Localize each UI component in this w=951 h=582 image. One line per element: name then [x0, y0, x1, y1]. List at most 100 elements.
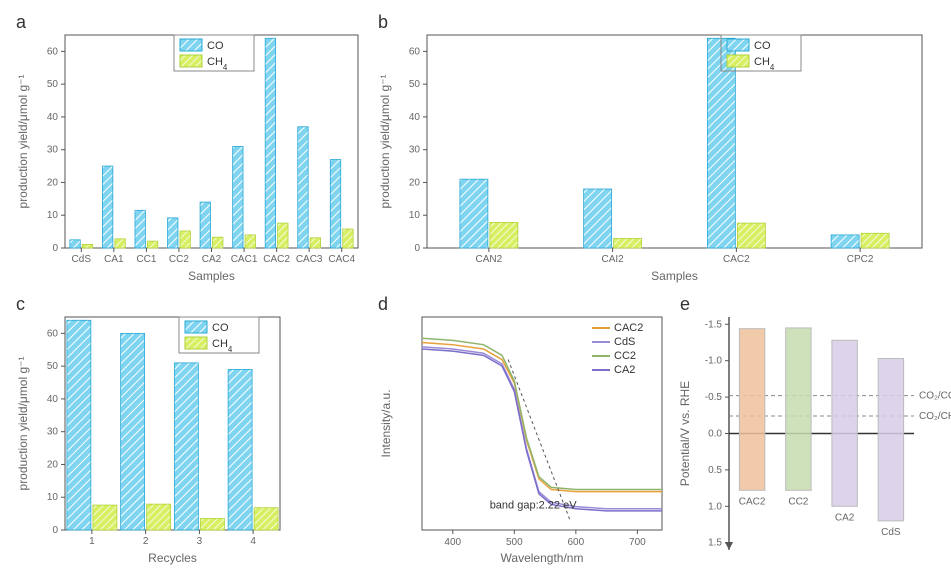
- svg-text:Potential/V vs. RHE: Potential/V vs. RHE: [678, 381, 692, 486]
- band-CA2: [832, 340, 857, 506]
- svg-text:40: 40: [409, 112, 421, 123]
- bar-ch4: [147, 241, 157, 248]
- svg-text:CAC1: CAC1: [231, 254, 258, 265]
- svg-text:20: 20: [47, 177, 59, 188]
- svg-text:CC2: CC2: [169, 254, 189, 265]
- bar-ch4: [490, 222, 518, 248]
- svg-text:20: 20: [409, 177, 421, 188]
- svg-text:CO₂/CH₄: CO₂/CH₄: [919, 411, 951, 422]
- svg-text:CdS: CdS: [72, 254, 92, 265]
- panel-b: 0 10 20 30 40 50 60 production yield/μmol g⁻¹ CA…: [372, 10, 951, 290]
- bar-ch4: [245, 235, 255, 248]
- svg-text:CdS: CdS: [614, 336, 635, 348]
- svg-text:CAC4: CAC4: [328, 254, 355, 265]
- svg-text:20: 20: [47, 459, 59, 470]
- svg-text:CA1: CA1: [104, 254, 124, 265]
- bar-ch4: [147, 504, 171, 530]
- svg-text:CO₂/CO: CO₂/CO: [919, 391, 951, 402]
- bar-co: [298, 127, 308, 248]
- svg-text:10: 10: [47, 492, 59, 503]
- svg-text:60: 60: [47, 46, 59, 57]
- bar-ch4: [115, 239, 125, 248]
- svg-text:Intensity/a.u.: Intensity/a.u.: [379, 389, 393, 457]
- bar-ch4: [343, 229, 353, 248]
- bar-ch4: [213, 237, 223, 248]
- svg-text:CH4: CH4: [207, 56, 228, 72]
- svg-text:50: 50: [409, 79, 421, 90]
- bar-ch4: [82, 244, 92, 248]
- panel-e: -1.5-1.0-0.50.00.51.01.5Potential/V vs. …: [674, 292, 951, 572]
- svg-text:production yield/μmol g⁻¹: production yield/μmol g⁻¹: [378, 75, 392, 209]
- svg-text:400: 400: [444, 537, 461, 548]
- svg-text:CA2: CA2: [835, 512, 855, 523]
- bar-co: [67, 320, 91, 530]
- svg-text:700: 700: [629, 537, 646, 548]
- svg-text:0: 0: [414, 243, 420, 254]
- band-CC2: [786, 328, 811, 490]
- panel-c: 0102030405060production yield/μmol g⁻¹12…: [10, 292, 370, 572]
- svg-text:CH4: CH4: [754, 56, 775, 72]
- svg-text:CAC2: CAC2: [614, 322, 643, 334]
- svg-text:CPC2: CPC2: [847, 254, 874, 265]
- svg-text:0.0: 0.0: [708, 429, 722, 440]
- bar-ch4: [93, 505, 117, 530]
- svg-text:CdS: CdS: [881, 527, 901, 538]
- svg-text:CC2: CC2: [614, 350, 636, 362]
- bar-co: [584, 189, 612, 248]
- bar-co: [200, 202, 210, 248]
- bar-co: [135, 210, 145, 248]
- svg-text:60: 60: [47, 328, 59, 339]
- bar-ch4: [254, 508, 278, 530]
- panel-a: 0 10 20 30 40 50 60 production yield/μmol g⁻¹ Cd…: [10, 10, 370, 290]
- svg-text:CA2: CA2: [202, 254, 222, 265]
- svg-text:CAN2: CAN2: [476, 254, 503, 265]
- bar-co: [330, 160, 340, 248]
- svg-text:-1.0: -1.0: [705, 356, 723, 367]
- svg-text:CH4: CH4: [212, 338, 233, 354]
- svg-text:10: 10: [409, 210, 421, 221]
- svg-text:CAC2: CAC2: [723, 254, 750, 265]
- svg-text:40: 40: [47, 112, 59, 123]
- svg-text:30: 30: [409, 145, 421, 156]
- svg-text:band gap:2.22 eV: band gap:2.22 eV: [490, 500, 578, 512]
- bar-ch4: [278, 223, 288, 248]
- bar-co: [831, 235, 859, 248]
- bar-co: [233, 146, 243, 248]
- svg-text:CO: CO: [212, 322, 229, 334]
- bar-ch4: [310, 238, 320, 248]
- band-CAC2: [739, 329, 764, 491]
- bar-co: [70, 240, 80, 248]
- svg-text:600: 600: [568, 537, 585, 548]
- svg-text:50: 50: [47, 361, 59, 372]
- svg-text:10: 10: [47, 210, 59, 221]
- svg-text:50: 50: [47, 79, 59, 90]
- svg-text:500: 500: [506, 537, 523, 548]
- svg-text:60: 60: [409, 46, 421, 57]
- svg-text:40: 40: [47, 394, 59, 405]
- svg-text:CO: CO: [754, 40, 771, 52]
- svg-text:2: 2: [143, 536, 149, 547]
- svg-text:0: 0: [52, 243, 58, 254]
- bar-co: [460, 179, 488, 248]
- bar-ch4: [200, 519, 224, 530]
- svg-text:CO: CO: [207, 40, 224, 52]
- svg-text:3: 3: [197, 536, 203, 547]
- svg-text:CAC3: CAC3: [296, 254, 323, 265]
- svg-text:CA2: CA2: [614, 364, 635, 376]
- bar-ch4: [861, 233, 889, 248]
- svg-text:production yield/μmol g⁻¹: production yield/μmol g⁻¹: [16, 75, 30, 209]
- svg-text:0: 0: [52, 525, 58, 536]
- bar-ch4: [737, 223, 765, 248]
- panel-d: 400500600700Wavelength/nmIntensity/a.u.b…: [372, 292, 672, 572]
- svg-text:1.5: 1.5: [708, 538, 722, 549]
- bar-co: [121, 333, 145, 530]
- bar-co: [168, 218, 178, 248]
- bar-ch4: [180, 231, 190, 248]
- svg-text:CAI2: CAI2: [602, 254, 625, 265]
- bar-co: [174, 363, 198, 530]
- svg-text:CC2: CC2: [788, 496, 808, 507]
- svg-text:CC1: CC1: [136, 254, 156, 265]
- bar-co: [265, 38, 275, 248]
- svg-text:30: 30: [47, 145, 59, 156]
- svg-text:4: 4: [250, 536, 256, 547]
